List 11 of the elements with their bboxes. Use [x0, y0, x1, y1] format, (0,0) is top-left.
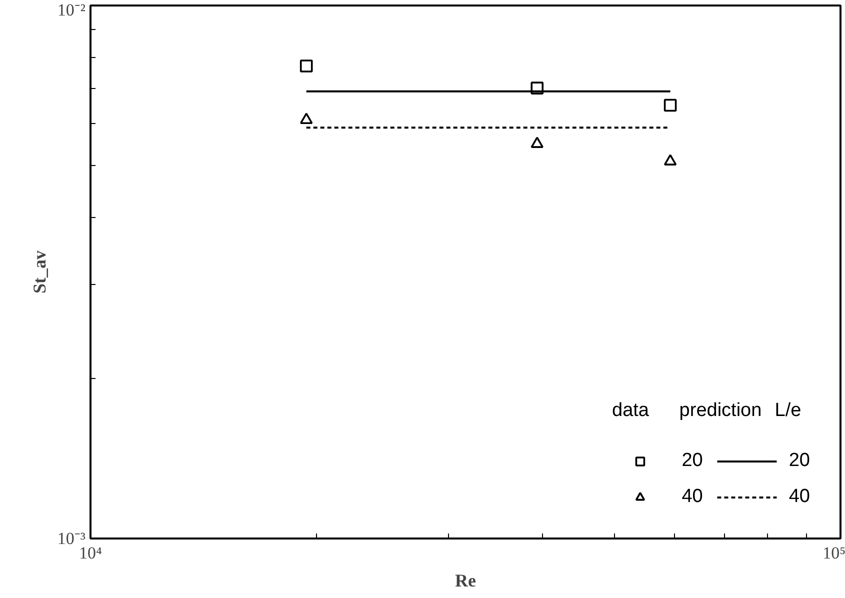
- legend-label: 40: [788, 486, 810, 508]
- legend-label: 40: [682, 486, 703, 508]
- y-axis-title: St_av: [29, 250, 50, 294]
- annotation: prediction: [679, 400, 762, 422]
- annotation: data: [612, 400, 650, 422]
- annotation: L/e: [774, 400, 802, 422]
- legend-label: 20: [788, 450, 810, 472]
- y-tick-label: 10⁻²: [57, 0, 86, 20]
- legend-label: 20: [682, 450, 703, 472]
- x-tick-label: 10⁵: [822, 544, 845, 562]
- x-axis-title: Re: [455, 570, 476, 590]
